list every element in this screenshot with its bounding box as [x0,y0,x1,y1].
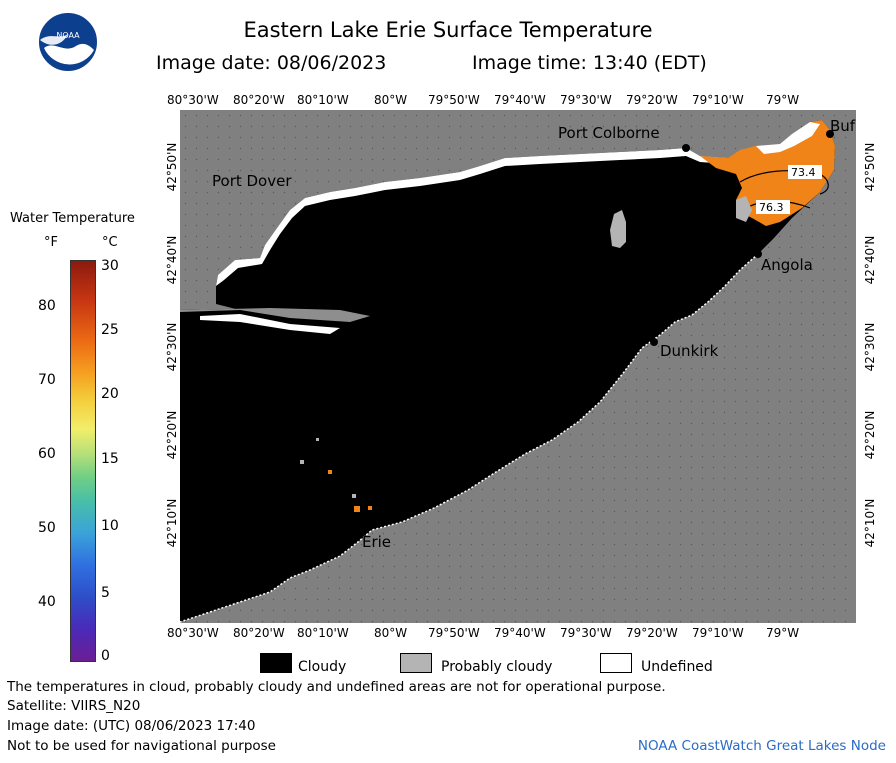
lat-tick: 42°10'N [863,498,877,548]
warm-water-buffalo [700,120,835,226]
place-label-buffalo: Buf [830,117,856,135]
probably-cloudy-swatch [400,653,432,673]
noaa-logo: NOAA [37,11,99,73]
south-shore-outline [180,253,759,623]
colorbar-tick-c: 15 [101,451,119,467]
lon-tick: 80°30'W [167,626,219,640]
colorbar-tick-c: 10 [101,518,119,534]
isotherm-label-box [788,165,822,179]
colorbar-title: Water Temperature [10,211,135,226]
lon-tick: 79°20'W [626,626,678,640]
cloudy-label: Cloudy [298,659,347,675]
credit-link[interactable]: NOAA CoastWatch Great Lakes Node [637,738,886,754]
lon-tick: 79°50'W [428,93,480,107]
warm-water-pixel [368,506,372,510]
lat-tick: 42°40'N [863,235,877,285]
probably-cloudy-pixel [316,438,319,441]
colorbar-unit-c: °C [102,235,118,250]
colorbar-gradient [70,260,96,662]
lon-tick: 79°10'W [692,93,744,107]
city-marker-erie [354,528,362,536]
lat-tick: 42°20'N [863,410,877,460]
undefined-label: Undefined [641,659,713,675]
lon-tick: 80°20'W [233,93,285,107]
probably-cloudy-patch [736,196,752,222]
colorbar-unit-f: °F [44,235,58,250]
colorbar-tick-c: 30 [101,258,119,274]
lat-tick: 42°10'N [165,498,179,548]
colorbar-tick-c: 20 [101,386,119,402]
colorbar-tick-c: 25 [101,322,119,338]
long-point-undefined [200,314,340,334]
colorbar-tick-c: 0 [101,648,110,664]
warm-water-pixel [328,470,332,474]
lake-cloud-cover [180,120,835,622]
lon-tick: 79°50'W [428,626,480,640]
probably-cloudy-pixel [300,460,304,464]
probably-cloudy-patch [610,210,626,248]
lon-tick: 80°20'W [233,626,285,640]
undefined-swatch [600,653,632,673]
lon-tick: 80°W [374,93,408,107]
lon-tick: 80°W [374,626,408,640]
place-label-port-dover: Port Dover [212,172,292,190]
lat-tick: 42°30'N [165,322,179,372]
lake-erie-map: 73.4 76.3 Port Colborne Port Dover Angol… [180,110,856,623]
lon-tick: 79°30'W [560,93,612,107]
lon-tick: 79°W [766,93,800,107]
lon-tick: 80°30'W [167,93,219,107]
isotherm-label: 73.4 [791,166,816,179]
lat-tick: 42°40'N [165,235,179,285]
probably-cloudy-label: Probably cloudy [441,659,553,675]
page-title: Eastern Lake Erie Surface Temperature [243,18,653,42]
lat-tick: 42°50'N [165,142,179,192]
lon-tick: 79°W [766,626,800,640]
colorbar-tick-f: 50 [38,520,56,536]
satellite-info: Satellite: VIIRS_N20 [7,698,141,714]
lat-tick: 42°20'N [165,410,179,460]
probably-cloudy-pixel [352,494,356,498]
place-label-port-colborne: Port Colborne [558,124,660,142]
isotherm-label: 76.3 [759,201,784,214]
colorbar-tick-c: 5 [101,585,110,601]
lat-tick: 42°30'N [863,322,877,372]
place-label-erie: Erie [362,533,391,551]
place-label-angola: Angola [761,256,813,274]
place-label-dunkirk: Dunkirk [660,342,719,360]
north-shore-undefined [216,148,728,286]
svg-text:NOAA: NOAA [56,31,80,40]
colorbar-tick-f: 60 [38,446,56,462]
lon-tick: 79°10'W [692,626,744,640]
lat-tick: 42°50'N [863,142,877,192]
utc-date: Image date: (UTC) 08/06/2023 17:40 [7,718,256,734]
lon-tick: 79°20'W [626,93,678,107]
colorbar-tick-f: 40 [38,594,56,610]
lon-tick: 79°40'W [494,93,546,107]
lon-tick: 80°10'W [297,93,349,107]
disclaimer-note: The temperatures in cloud, probably clou… [7,679,666,695]
cloudy-swatch [260,653,292,673]
isotherm-label-box [756,200,790,214]
long-point-shore [180,308,370,322]
lon-tick: 79°40'W [494,626,546,640]
city-marker-port-colborne [682,144,690,152]
navigation-warning: Not to be used for navigational purpose [7,738,276,754]
lon-tick: 80°10'W [297,626,349,640]
city-marker-angola [754,250,762,258]
image-date: Image date: 08/06/2023 [156,52,387,74]
image-time: Image time: 13:40 (EDT) [472,52,707,74]
colorbar-tick-f: 80 [38,298,56,314]
lon-tick: 79°30'W [560,626,612,640]
warm-water-pixel [354,506,360,512]
city-marker-dunkirk [650,338,658,346]
colorbar-tick-f: 70 [38,372,56,388]
city-marker-buffalo [826,130,834,138]
buffalo-undefined-patch [756,122,820,154]
